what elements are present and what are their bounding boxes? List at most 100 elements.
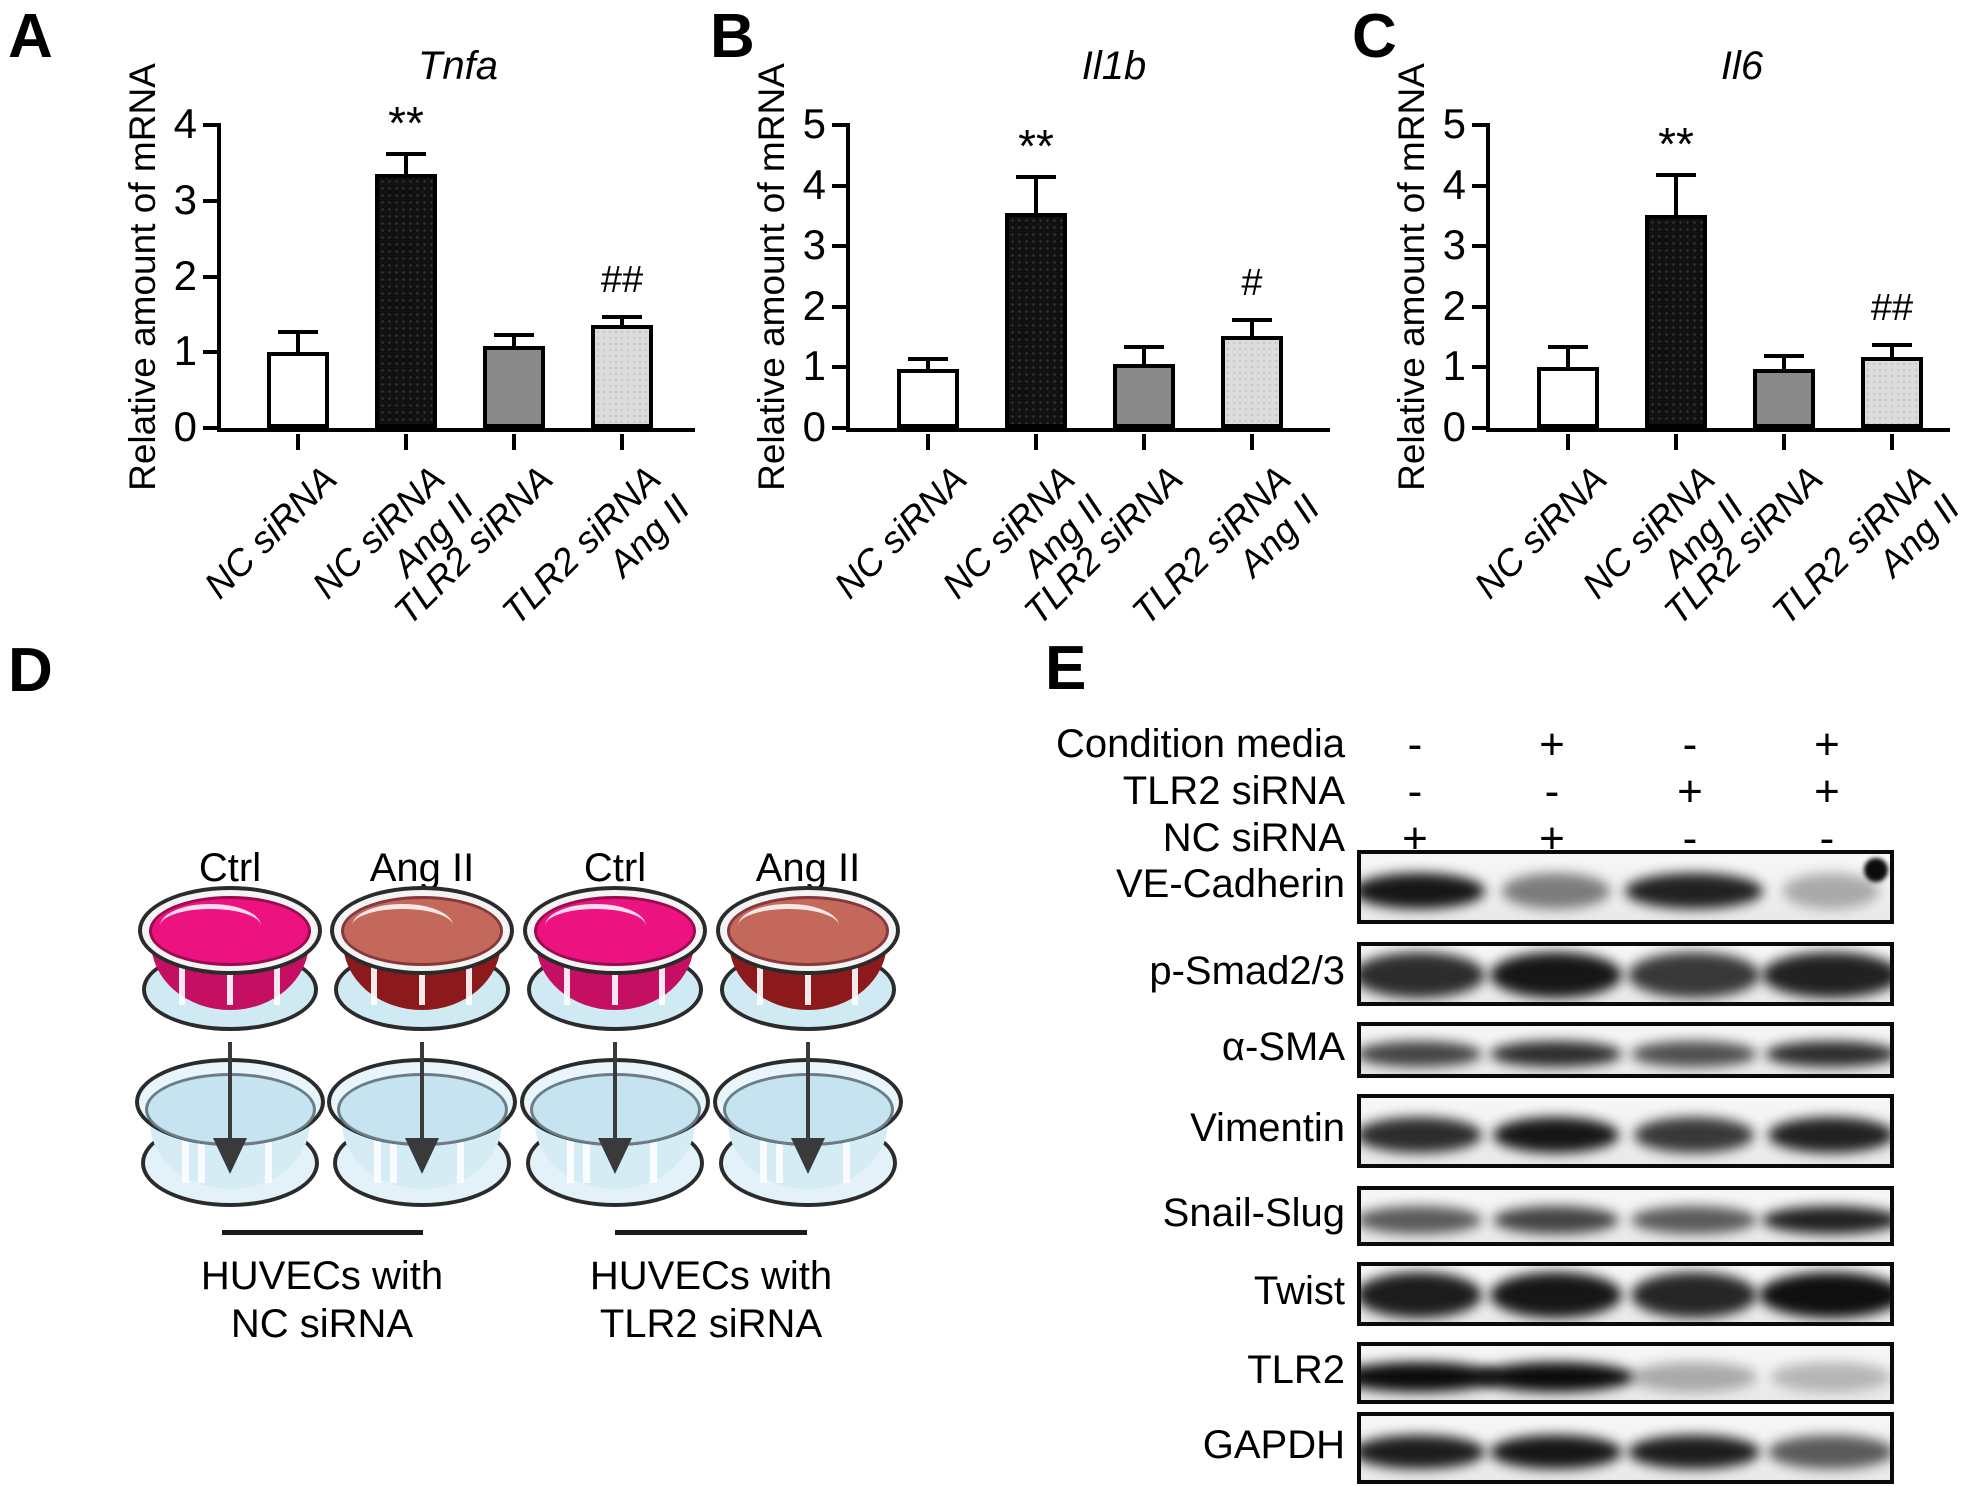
conditioned-media-diagram: Ctrl Ang II Ctrl Ang II HUVECs with NC siRNA H… <box>0 630 1030 1486</box>
dish-base <box>718 1118 898 1207</box>
dish-wall-stripe <box>457 1127 465 1184</box>
dish-lid-rim <box>138 886 322 975</box>
group-label-line1: HUVECs with <box>589 1254 833 1298</box>
dish-wall <box>728 942 888 1011</box>
blot-band <box>1628 952 1760 999</box>
group-label-line2: NC siRNA <box>230 1302 414 1346</box>
blot-image-twist <box>1357 1262 1894 1326</box>
recipient-dish <box>520 1058 710 1210</box>
group-label: HUVECs with TLR2 siRNA <box>541 1252 881 1348</box>
blot-band <box>1490 952 1622 999</box>
transfer-arrow-line <box>228 1042 232 1142</box>
blot-row-label: Twist <box>1253 1269 1345 1313</box>
blot-band <box>1768 1117 1890 1153</box>
panel-label-e: E <box>1045 634 1087 703</box>
dish-wall <box>150 1121 310 1189</box>
blot-spot <box>1864 858 1888 882</box>
dish-lid-rim <box>330 886 514 975</box>
blot-band <box>1361 1272 1482 1319</box>
dish-wall-stripe <box>659 949 666 1005</box>
blot-band <box>1493 1205 1619 1235</box>
dish-media <box>341 896 503 966</box>
dish-wall-stripe <box>650 1127 658 1184</box>
dish-wall-stripe <box>179 949 186 1005</box>
blot-image-tlr2 <box>1357 1342 1894 1404</box>
blot-band <box>1490 1272 1622 1319</box>
blot-row-label: p-Smad2/3 <box>1149 949 1345 993</box>
condition-lane-symbol: + <box>1539 720 1565 769</box>
panel-label-b: B <box>710 2 755 71</box>
blot-band <box>1361 1205 1482 1235</box>
dish-wall <box>728 1121 888 1189</box>
dish-wall-stripe <box>776 1127 784 1184</box>
dish-media <box>336 1073 508 1147</box>
transfer-arrow-line <box>420 1042 424 1142</box>
transfer-arrow-line <box>613 1042 617 1142</box>
dish-media <box>722 1073 894 1147</box>
blot-band <box>1361 1040 1482 1068</box>
panel-label-d: D <box>8 636 53 705</box>
dish-rim <box>713 1058 903 1147</box>
condition-row-label: Condition media <box>1055 722 1345 766</box>
dish-base <box>719 948 897 1032</box>
dish-media <box>727 896 889 966</box>
blot-band <box>1361 873 1485 909</box>
blot-band <box>1762 952 1890 999</box>
blot-band <box>1490 1434 1622 1470</box>
dish-lid-rim <box>523 886 707 975</box>
condition-lane-symbol: + <box>1402 814 1428 863</box>
blot-row-label: VE-Cadherin <box>1115 862 1345 906</box>
transfer-arrow-head <box>213 1138 247 1174</box>
transfer-arrow-line <box>806 1042 810 1142</box>
dish-base <box>525 1118 705 1207</box>
dish-wall-stripe <box>760 1127 768 1184</box>
transfer-arrow-head <box>598 1138 632 1174</box>
blot-band <box>1631 1205 1757 1235</box>
dish-wall-stripe <box>564 949 571 1005</box>
panel-label-c: C <box>1352 2 1397 71</box>
western-blot-panel: Condition media - + - + TLR2 siRNA - - + + NC siRN… <box>980 630 1964 1486</box>
blot-row-label: Snail-Slug <box>1162 1191 1345 1235</box>
dish-base <box>141 948 319 1032</box>
dish-base <box>332 1118 512 1207</box>
blot-image-snail-slug <box>1357 1186 1894 1246</box>
blot-band <box>1361 1362 1500 1392</box>
dish-rim <box>327 1058 517 1147</box>
dish-rim <box>520 1058 710 1147</box>
dish-wall <box>535 1121 695 1189</box>
dish-media <box>144 1073 316 1147</box>
dish-shine <box>738 903 840 948</box>
condition-lane-symbol: - <box>1544 767 1560 816</box>
panel-label-a: A <box>8 2 53 71</box>
blot-row-label: Vimentin <box>1190 1106 1345 1150</box>
group-bracket-line <box>615 1230 807 1235</box>
blot-band <box>1768 1434 1890 1470</box>
condition-lane-symbol: + <box>1539 814 1565 863</box>
petri-dish-ctrl <box>523 886 707 1034</box>
dish-wall-stripe <box>567 1127 575 1184</box>
blot-band <box>1493 1117 1619 1153</box>
petri-dish-ctrl <box>138 886 322 1034</box>
dish-shine <box>160 903 262 948</box>
dish-label: Ctrl <box>583 846 647 890</box>
group-label-line2: TLR2 siRNA <box>599 1302 823 1346</box>
blot-band <box>1478 1362 1634 1392</box>
dish-wall-stripe <box>182 1127 190 1184</box>
group-label-line1: HUVECs with <box>200 1254 444 1298</box>
dish-wall-stripe <box>198 1127 206 1184</box>
dish-rim <box>135 1058 325 1147</box>
condition-lane-symbol: - <box>1682 720 1698 769</box>
blot-band <box>1361 952 1485 999</box>
blot-image-gapdh <box>1357 1412 1894 1484</box>
condition-lane-symbol: - <box>1819 814 1835 863</box>
transfer-arrow-head <box>791 1138 825 1174</box>
dish-wall-stripe <box>757 949 764 1005</box>
blot-band <box>1759 1272 1890 1319</box>
blot-row-label: TLR2 <box>1247 1348 1345 1392</box>
dish-wall-stripe <box>374 1127 382 1184</box>
dish-wall-stripe <box>804 949 811 1005</box>
blot-image-ve-cadherin <box>1357 850 1894 924</box>
dish-shine <box>352 903 454 948</box>
blot-row-label: GAPDH <box>1202 1423 1345 1467</box>
